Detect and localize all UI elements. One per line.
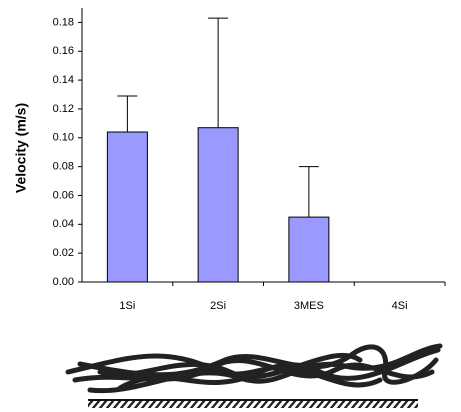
y-tick-label: 0.02: [53, 247, 74, 259]
y-tick-label: 0.06: [53, 189, 74, 201]
bar: [106, 131, 148, 283]
y-axis-label: Velocity (m/s): [13, 103, 29, 193]
x-tick-label: 1Si: [119, 300, 135, 312]
y-tick-label: 0.10: [53, 132, 74, 144]
bar: [197, 127, 239, 283]
fiber-illustration: [65, 343, 443, 394]
x-tick-label: 4Si: [392, 300, 408, 312]
y-tick-label: 0.12: [53, 103, 74, 115]
y-tick-label: 0.04: [53, 218, 74, 230]
x-tick-label: 3MES: [294, 300, 324, 312]
y-tick-label: 0.18: [53, 16, 74, 28]
y-tick-label: 0.00: [53, 276, 74, 288]
substrate-hatch: [88, 400, 418, 408]
error-bar: [117, 95, 138, 133]
x-tick-label: 2Si: [210, 300, 226, 312]
error-bar: [208, 17, 229, 128]
error-bar: [298, 166, 319, 218]
y-tick-label: 0.14: [53, 74, 74, 86]
bar: [288, 216, 330, 283]
y-tick-label: 0.16: [53, 45, 74, 57]
y-tick-label: 0.08: [53, 161, 74, 173]
